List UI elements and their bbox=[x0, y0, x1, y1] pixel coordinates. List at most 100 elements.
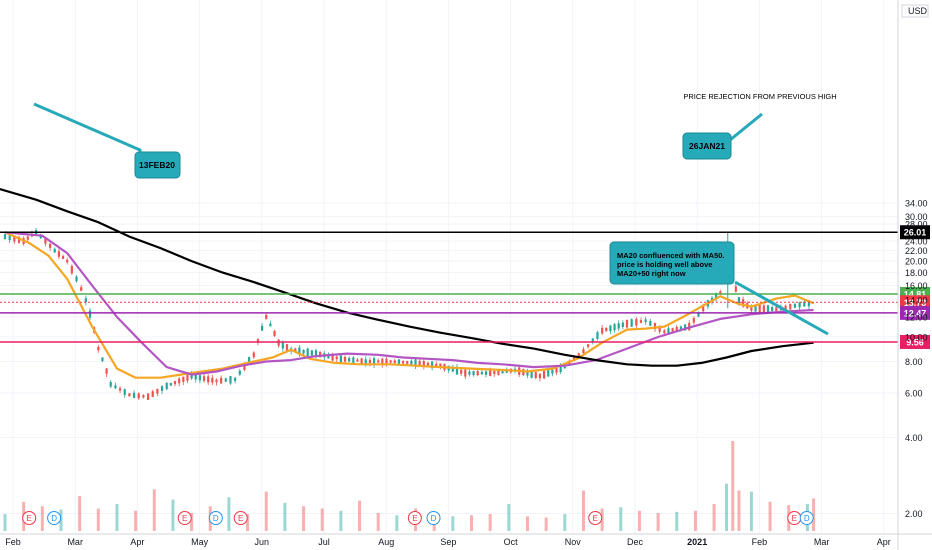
volume-bar-46 bbox=[812, 498, 816, 531]
candle-body-34 bbox=[156, 388, 159, 394]
candle-body-123 bbox=[530, 370, 533, 378]
candle-body-41 bbox=[186, 374, 189, 381]
y-tick-label-12: 28.00 bbox=[905, 220, 928, 230]
callout-text-ma-line-2: MA20+50 right now bbox=[617, 269, 686, 278]
candle-body-64 bbox=[285, 344, 289, 351]
candle-body-33 bbox=[151, 391, 154, 397]
candle-body-40 bbox=[182, 376, 185, 382]
candle-body-51 bbox=[229, 376, 232, 384]
candle-body-86 bbox=[377, 360, 380, 363]
volume-bar-37 bbox=[693, 510, 697, 531]
event-marker-3[interactable] bbox=[208, 511, 223, 525]
level-label-1: 14.81 bbox=[904, 289, 927, 299]
callout-box-ma bbox=[609, 241, 735, 285]
candle-body-83 bbox=[364, 359, 367, 364]
candle-body-155 bbox=[671, 328, 674, 332]
level-label-bg-2 bbox=[900, 295, 930, 310]
volume-bar-21 bbox=[395, 515, 399, 531]
candle-body-78 bbox=[343, 356, 347, 362]
candle-body-26 bbox=[118, 388, 122, 391]
event-marker-4[interactable] bbox=[233, 511, 248, 525]
candle-body-3 bbox=[17, 237, 21, 243]
candle-body-105 bbox=[455, 366, 459, 375]
candle-body-101 bbox=[439, 363, 442, 368]
candle-body-70 bbox=[310, 350, 313, 356]
volume-bar-9 bbox=[171, 499, 175, 531]
candle-body-49 bbox=[220, 377, 223, 384]
volume-bar-3 bbox=[59, 509, 63, 531]
candle-body-116 bbox=[501, 369, 504, 374]
time-axis[interactable]: Feb Mar Apr May Jun Jul Aug Sep Oct Nov Dec 2021 Feb… bbox=[0, 533, 932, 547]
volume-bar-43 bbox=[768, 501, 772, 531]
candle-body-95 bbox=[414, 359, 417, 367]
candle-body-53 bbox=[238, 370, 241, 375]
volume-bar-0 bbox=[3, 514, 7, 531]
event-marker-label-4: E bbox=[238, 514, 243, 523]
volume-bar-30 bbox=[563, 514, 567, 531]
candle-body-55 bbox=[248, 356, 251, 365]
event-marker-label-2: E bbox=[182, 514, 187, 523]
y-tick-label-1: 4.00 bbox=[905, 433, 923, 443]
candle-body-128 bbox=[551, 369, 554, 374]
volume-bar-38 bbox=[712, 504, 716, 531]
series-line-ma50 bbox=[4, 231, 814, 376]
y-tick-label-8: 18.00 bbox=[905, 268, 928, 278]
event-marker-9[interactable] bbox=[799, 511, 814, 525]
candle-body-110 bbox=[476, 370, 479, 376]
event-marker-label-9: D bbox=[804, 514, 810, 523]
event-marker-7[interactable] bbox=[588, 511, 603, 525]
candle-body-156 bbox=[675, 326, 678, 332]
x-tick-label-7: Sep bbox=[440, 537, 456, 547]
candle-body-171 bbox=[734, 286, 737, 292]
volume-bar-15 bbox=[283, 502, 287, 531]
candle-body-177 bbox=[758, 304, 761, 313]
y-tick-label-7: 16.00 bbox=[905, 281, 928, 291]
candle-body-172 bbox=[737, 297, 741, 304]
candle-body-42 bbox=[190, 373, 193, 379]
x-tick-label-2: Apr bbox=[130, 537, 144, 547]
candle-body-76 bbox=[335, 356, 338, 360]
level-label-bg-3 bbox=[900, 305, 930, 320]
event-marker-1[interactable] bbox=[47, 511, 62, 525]
candle-body-186 bbox=[798, 302, 801, 308]
volume-bar-2 bbox=[40, 506, 44, 531]
y-tick-label-10: 22.00 bbox=[905, 246, 928, 256]
callout-text-26jan21: 26JAN21 bbox=[689, 141, 725, 151]
price-axis[interactable]: 2.00 4.00 6.00 8.00 10.00 12.00 14.00 16.00 18.0… bbox=[897, 0, 929, 550]
note-price-rejection: PRICE REJECTION FROM PREVIOUS HIGH bbox=[683, 92, 836, 101]
candle-body-58 bbox=[260, 325, 264, 331]
candle-body-67 bbox=[298, 347, 301, 355]
candle-body-98 bbox=[426, 362, 430, 366]
candle-body-50 bbox=[224, 378, 227, 382]
candle-body-61 bbox=[273, 330, 276, 337]
candle-body-179 bbox=[766, 305, 770, 313]
x-tick-label-1: Mar bbox=[67, 537, 83, 547]
candle-body-77 bbox=[339, 355, 342, 363]
event-marker-6[interactable] bbox=[426, 511, 441, 525]
volume-bar-16 bbox=[302, 506, 306, 531]
candle-body-100 bbox=[435, 363, 438, 367]
candle-body-81 bbox=[356, 359, 359, 362]
volume-bar-41 bbox=[737, 490, 741, 531]
series-line-ma20 bbox=[4, 231, 815, 379]
volume-bar-4 bbox=[78, 496, 82, 531]
volume-bar-18 bbox=[339, 510, 343, 531]
callout-text-ma-line-1: price is holding well above bbox=[617, 260, 712, 269]
y-tick-label-2: 6.00 bbox=[905, 389, 923, 399]
candle-body-17 bbox=[80, 287, 83, 291]
volume-bar-29 bbox=[544, 517, 548, 531]
candle-body-143 bbox=[617, 323, 620, 329]
candle-body-31 bbox=[142, 395, 145, 398]
event-marker-label-3: D bbox=[213, 514, 219, 523]
event-marker-label-7: E bbox=[593, 514, 598, 523]
volume-bar-20 bbox=[376, 513, 380, 531]
candle-body-14 bbox=[66, 259, 69, 263]
callout-pointer-ma bbox=[734, 280, 829, 336]
event-marker-2[interactable] bbox=[177, 511, 192, 525]
candle-body-10 bbox=[48, 243, 52, 248]
event-marker-5[interactable] bbox=[407, 511, 422, 525]
candle-body-147 bbox=[635, 318, 638, 326]
grid bbox=[0, 0, 898, 534]
event-marker-0[interactable] bbox=[22, 511, 37, 525]
